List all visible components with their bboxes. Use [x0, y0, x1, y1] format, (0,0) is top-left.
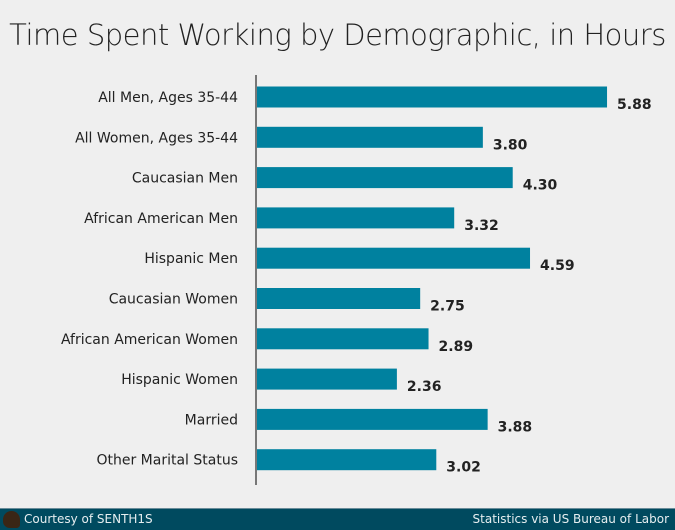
category-label: All Women, Ages 35-44 — [75, 130, 238, 146]
data-label: 3.32 — [464, 218, 499, 234]
data-label: 4.59 — [540, 258, 575, 274]
avatar-icon — [3, 511, 20, 528]
data-label: 2.89 — [439, 339, 474, 355]
bar — [256, 167, 513, 189]
data-label: 4.30 — [523, 178, 558, 194]
bar — [256, 328, 429, 350]
data-label: 2.36 — [407, 379, 442, 395]
data-label: 3.02 — [446, 460, 481, 476]
bar — [256, 408, 488, 430]
bar-chart: All Men, Ages 35-44 5.88 All Women, Ages 3… — [61, 75, 652, 485]
category-label: Hispanic Men — [144, 251, 238, 267]
bar — [256, 126, 483, 148]
chart-title: Time Spent Working by Demographic, in Ho… — [9, 18, 666, 52]
bar — [256, 449, 437, 471]
category-label: Married — [185, 412, 238, 428]
bar — [256, 368, 397, 390]
category-label: Other Marital Status — [96, 453, 238, 469]
data-label: 5.88 — [617, 97, 652, 113]
category-label: African American Men — [84, 211, 238, 227]
category-label: African American Women — [61, 332, 238, 348]
data-label: 3.80 — [493, 137, 528, 153]
bar — [256, 86, 608, 108]
bar — [256, 207, 455, 229]
category-label: Hispanic Women — [121, 372, 238, 388]
footer-source: Statistics via US Bureau of Labor — [472, 512, 669, 526]
data-label: 3.88 — [498, 419, 533, 435]
category-label: Caucasian Women — [109, 292, 238, 308]
bar — [256, 247, 531, 269]
bar — [256, 288, 421, 309]
footer-credit: Courtesy of SENTH1S — [24, 512, 153, 526]
category-label: Caucasian Men — [132, 171, 238, 187]
data-label: 2.75 — [430, 299, 465, 315]
footer-bar: Courtesy of SENTH1S Statistics via US Bu… — [0, 508, 675, 530]
category-label: All Men, Ages 35-44 — [98, 90, 238, 106]
